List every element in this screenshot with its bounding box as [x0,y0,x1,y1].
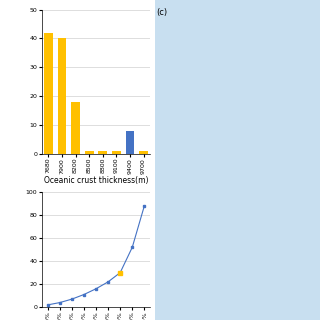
Bar [112,151,121,154]
Bar [85,151,94,154]
Text: (c): (c) [156,8,167,17]
X-axis label: Oceanic crust thickness(m): Oceanic crust thickness(m) [44,176,148,185]
Bar [125,131,134,154]
Bar [139,151,148,154]
Bar [71,102,80,154]
Bar [98,151,107,154]
Bar [58,38,67,154]
Bar [44,33,53,154]
